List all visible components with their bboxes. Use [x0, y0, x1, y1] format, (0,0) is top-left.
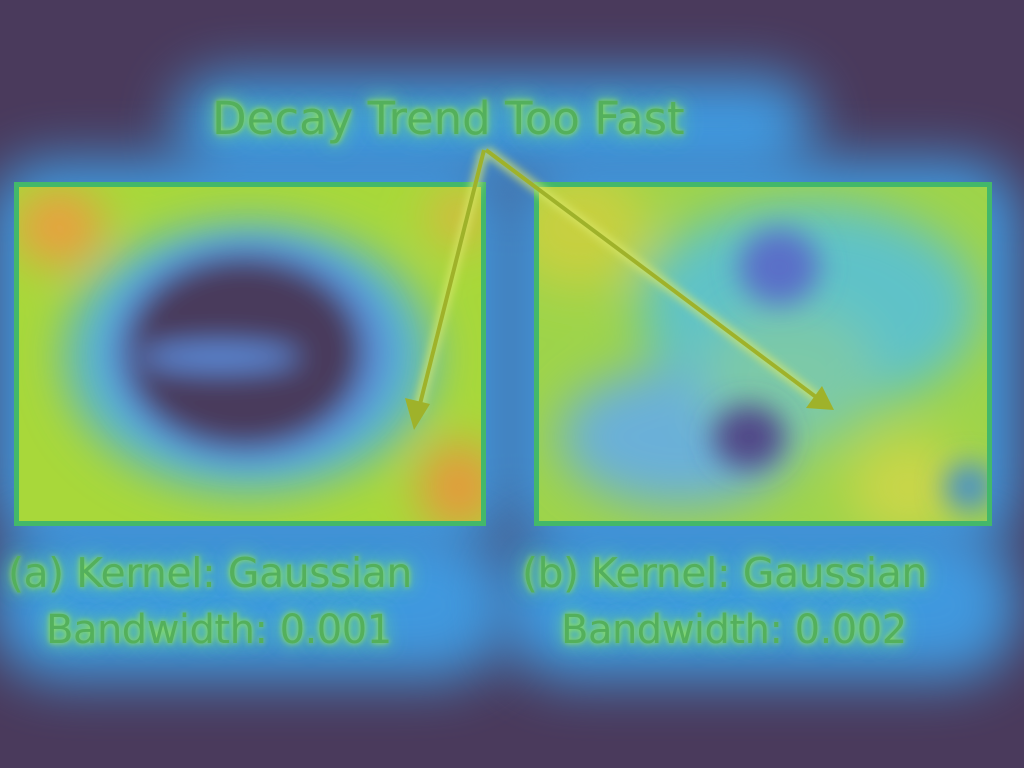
panel-a-caption-kernel: (a) Kernel: Gaussian — [8, 549, 412, 597]
figure-title: Decay Trend Too Fast — [212, 92, 685, 145]
panel-b-caption-kernel: (b) Kernel: Gaussian — [522, 549, 927, 597]
panel-b-caption-bandwidth: Bandwidth: 0.002 — [561, 607, 907, 653]
caption-a-glow — [0, 530, 510, 680]
caption-b-glow — [500, 530, 1020, 680]
panel-a-caption-bandwidth: Bandwidth: 0.001 — [46, 607, 392, 653]
panel-a-heatmap — [14, 182, 486, 526]
panel-b-heatmap — [534, 182, 992, 526]
